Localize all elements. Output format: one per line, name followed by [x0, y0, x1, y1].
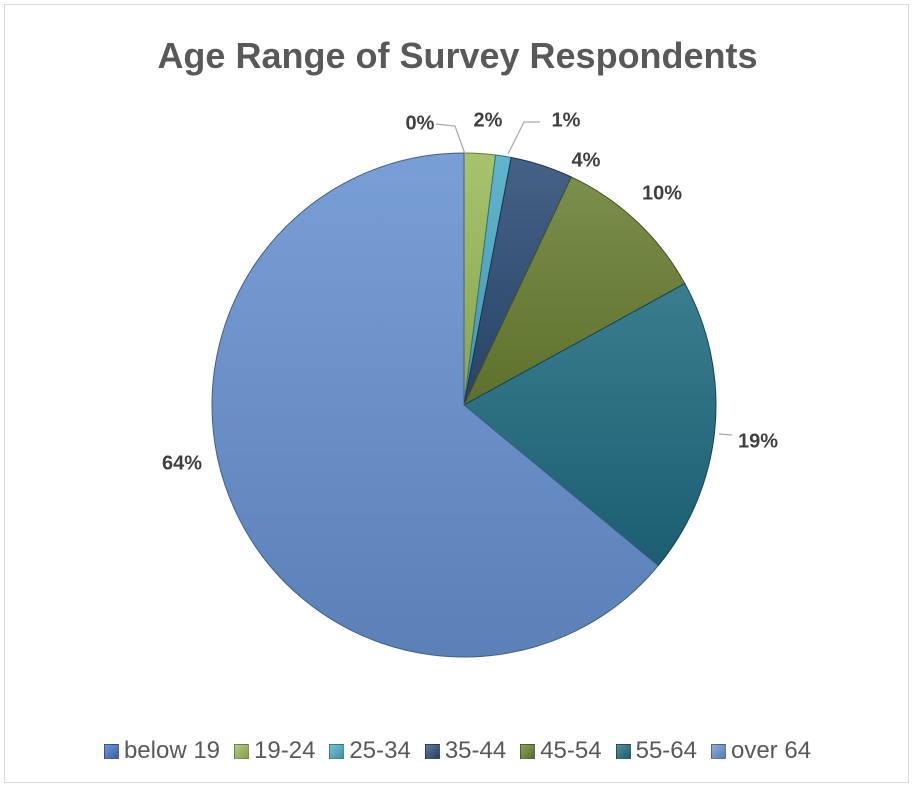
pie-slice-55-64 [464, 283, 717, 566]
legend-swatch-over-64 [710, 743, 726, 759]
data-label-35-44: 4% [572, 149, 601, 171]
legend-item-25-34: 25-34 [329, 737, 411, 765]
legend-swatch-45-54 [520, 743, 536, 759]
pie-slices [211, 152, 717, 658]
pie-slice-45-54 [464, 176, 685, 405]
data-labels: 0% 2% 1% 4% 10% 19% 64% [162, 109, 778, 474]
legend-label-45-54: 45-54 [540, 737, 602, 764]
leader-line-below-19 [435, 123, 466, 155]
data-label-45-54: 10% [642, 182, 682, 204]
data-label-below-19: 0% [406, 112, 435, 134]
pie-slice-edge-over-64 [211, 152, 659, 658]
legend-item-over-64: over 64 [710, 737, 812, 765]
leader-lines [435, 121, 733, 436]
pie-slice-edge-55-64 [463, 282, 717, 567]
legend-swatch-below-19 [103, 743, 119, 759]
legend-swatch-25-34 [329, 743, 345, 759]
legend-label-19-24: 19-24 [254, 737, 316, 764]
legend-item-35-44: 35-44 [424, 737, 507, 765]
legend-label-over-64: over 64 [730, 737, 812, 764]
data-label-55-64: 19% [738, 430, 778, 452]
legend-item-55-64: 55-64 [615, 737, 697, 765]
legend-item-45-54: 45-54 [520, 737, 602, 765]
data-label-over-64: 64% [162, 452, 202, 474]
legend-swatch-55-64 [615, 743, 631, 759]
data-label-25-34: 1% [552, 109, 581, 131]
pie-slice-over-64 [211, 153, 659, 657]
legend-label-55-64: 55-64 [635, 737, 697, 764]
pie-slice-edge-45-54 [462, 176, 686, 407]
leader-line-55-64 [718, 433, 733, 436]
legend-label-below-19: below 19 [123, 737, 221, 764]
data-label-19-24: 2% [474, 109, 503, 131]
leader-line-25-34 [507, 121, 540, 155]
legend-swatch-19-24 [234, 743, 250, 759]
legend-item-19-24: 19-24 [234, 737, 315, 765]
pie-slice-35-44 [464, 157, 572, 405]
chart-title: Age Range of Survey Respondents [157, 35, 758, 76]
legend: below 19 19-24 25-34 35-44 45-54 55-64 over 64 [0, 737, 915, 765]
legend-label-25-34: 25-34 [349, 737, 411, 764]
legend-item-below-19: below 19 [103, 737, 221, 765]
legend-swatch-35-44 [424, 743, 440, 759]
legend-label-35-44: 35-44 [444, 737, 507, 764]
